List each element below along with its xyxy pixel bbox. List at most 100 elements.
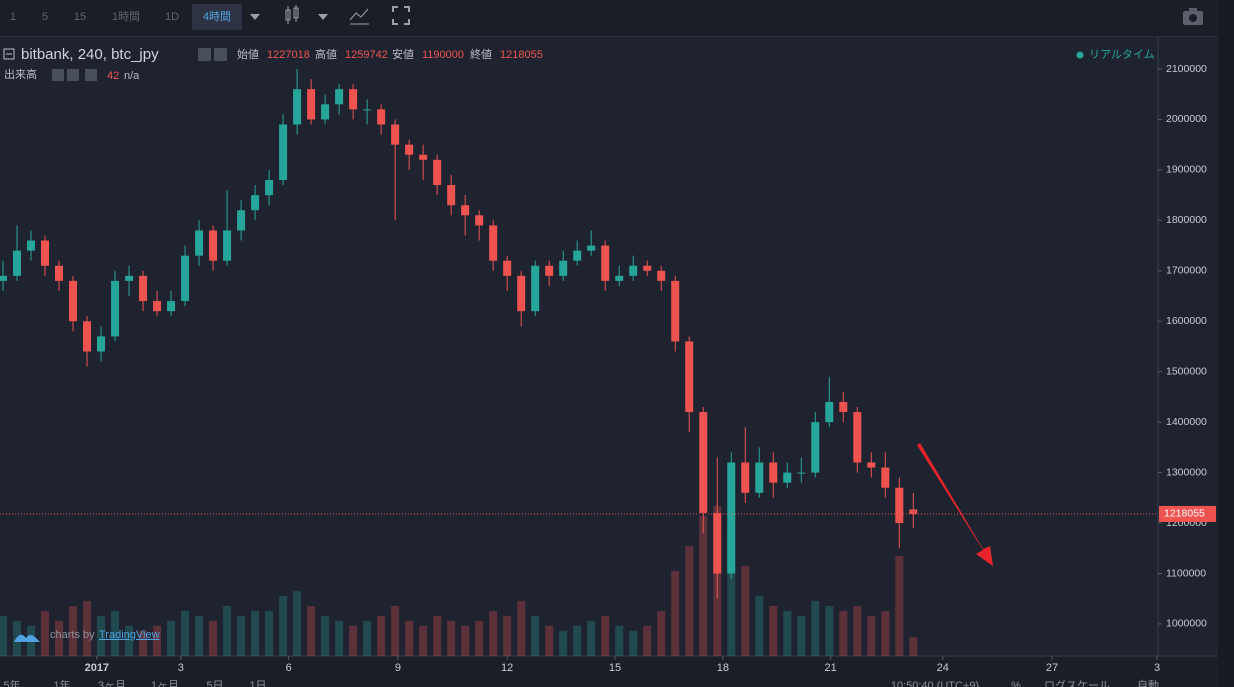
dropdown-icon[interactable] xyxy=(318,14,328,20)
range-button[interactable]: 5年 xyxy=(3,678,20,687)
price-axis xyxy=(1158,37,1218,656)
active-tab[interactable] xyxy=(192,4,242,30)
x-tick-label: 15 xyxy=(609,662,621,674)
candle-body xyxy=(167,301,176,312)
volume-bar xyxy=(419,625,428,656)
bottom-percent[interactable]: % xyxy=(1011,680,1021,687)
candle-body xyxy=(265,179,274,196)
volume-bar xyxy=(909,637,918,656)
candle-body xyxy=(461,205,470,216)
volume-bar xyxy=(391,606,400,656)
candle-body xyxy=(643,265,652,271)
candle-body xyxy=(615,275,624,281)
volume-bar xyxy=(867,615,876,656)
candle-body xyxy=(797,472,806,474)
low-label: 安値 xyxy=(392,47,414,61)
candle-body xyxy=(475,215,484,226)
volume-bar xyxy=(349,625,358,656)
candle-body xyxy=(251,195,260,211)
candle-body xyxy=(405,144,414,155)
candle-body xyxy=(727,462,736,574)
bottom-auto[interactable]: 自動 xyxy=(1137,678,1159,687)
interval-tab[interactable]: 1時間 xyxy=(112,10,140,23)
interval-tab[interactable]: 4時間 xyxy=(203,10,231,23)
x-tick-label: 21 xyxy=(825,662,837,674)
volume-bar xyxy=(545,625,554,656)
y-tick-label: 1800000 xyxy=(1166,214,1207,226)
bottom-log[interactable]: ログスケール xyxy=(1044,678,1110,687)
fullscreen-icon[interactable] xyxy=(392,6,410,25)
volume-bar xyxy=(461,625,470,656)
y-tick-label: 1500000 xyxy=(1166,365,1207,377)
volume-bar xyxy=(321,615,330,656)
candle-body xyxy=(503,260,512,276)
candle-body xyxy=(545,265,554,276)
range-button[interactable]: 3ヶ月 xyxy=(98,680,126,687)
y-tick-label: 1100000 xyxy=(1166,567,1206,579)
interval-tab[interactable]: 15 xyxy=(74,11,86,23)
volume-bar xyxy=(181,610,190,656)
x-tick-label: 3 xyxy=(178,662,184,674)
volume-bar xyxy=(55,620,64,656)
candle-body xyxy=(811,422,820,473)
candle-body xyxy=(97,336,106,352)
volume-bar xyxy=(489,610,498,656)
candle-body xyxy=(867,462,876,468)
range-button[interactable]: 5日 xyxy=(206,680,223,687)
side-strip xyxy=(1218,0,1234,687)
range-button[interactable]: 1年 xyxy=(53,678,70,687)
volume-bar xyxy=(209,620,218,656)
volume-label: 出来高 xyxy=(4,67,37,81)
volume-bar xyxy=(335,620,344,656)
indicator-icon[interactable] xyxy=(349,8,369,25)
dropdown-icon[interactable] xyxy=(250,14,260,20)
candle-body xyxy=(41,240,50,266)
close-value: 1218055 xyxy=(500,49,543,61)
realtime: リアルタイム xyxy=(1089,48,1155,61)
high-label: 高値 xyxy=(315,47,337,61)
x-tick-label: 6 xyxy=(286,662,292,674)
candle-body xyxy=(363,109,372,111)
volume-bar xyxy=(531,615,540,656)
range-button[interactable]: 1日 xyxy=(249,680,266,687)
volume-bar xyxy=(363,620,372,656)
volume-bar xyxy=(615,625,624,656)
credit: charts by xyxy=(50,629,95,641)
volume-bar xyxy=(811,601,820,656)
y-tick-label: 2100000 xyxy=(1166,63,1207,75)
candle-body xyxy=(699,412,708,513)
brand-link[interactable]: TradingView xyxy=(99,629,160,641)
volume-bar xyxy=(643,625,652,656)
candle-body xyxy=(237,210,246,231)
volume-bar xyxy=(783,610,792,656)
open-label: 始値 xyxy=(237,47,259,61)
candle-body xyxy=(489,225,498,261)
candle-body xyxy=(55,265,64,281)
volume-bar xyxy=(279,596,288,656)
volume-bar xyxy=(139,630,148,656)
range-button[interactable]: 1ヶ月 xyxy=(151,680,179,687)
candle-body xyxy=(657,270,666,281)
volume-bar xyxy=(83,601,92,656)
candle-body xyxy=(517,275,526,312)
volume-bar xyxy=(111,610,120,656)
interval-tab[interactable]: 1D xyxy=(165,11,179,23)
legend-icons[interactable] xyxy=(52,48,227,81)
x-tick-label: 24 xyxy=(937,662,949,674)
candle-body xyxy=(125,275,134,281)
candle-icon[interactable] xyxy=(285,5,299,24)
volume-bar xyxy=(0,615,7,656)
last-price-label: 1218055 xyxy=(1164,508,1205,520)
candle-body xyxy=(391,124,400,145)
camera-icon[interactable] xyxy=(1183,8,1203,25)
volume-bar xyxy=(97,615,106,656)
y-tick-label: 1000000 xyxy=(1166,618,1207,630)
volume-bar xyxy=(559,630,568,656)
collapse-icon[interactable] xyxy=(3,48,15,60)
interval-tab[interactable]: 5 xyxy=(42,11,48,23)
interval-tab[interactable]: 1 xyxy=(10,11,16,23)
candle-body xyxy=(307,89,316,120)
y-tick-label: 1400000 xyxy=(1166,416,1207,428)
volume-bar xyxy=(671,570,680,656)
